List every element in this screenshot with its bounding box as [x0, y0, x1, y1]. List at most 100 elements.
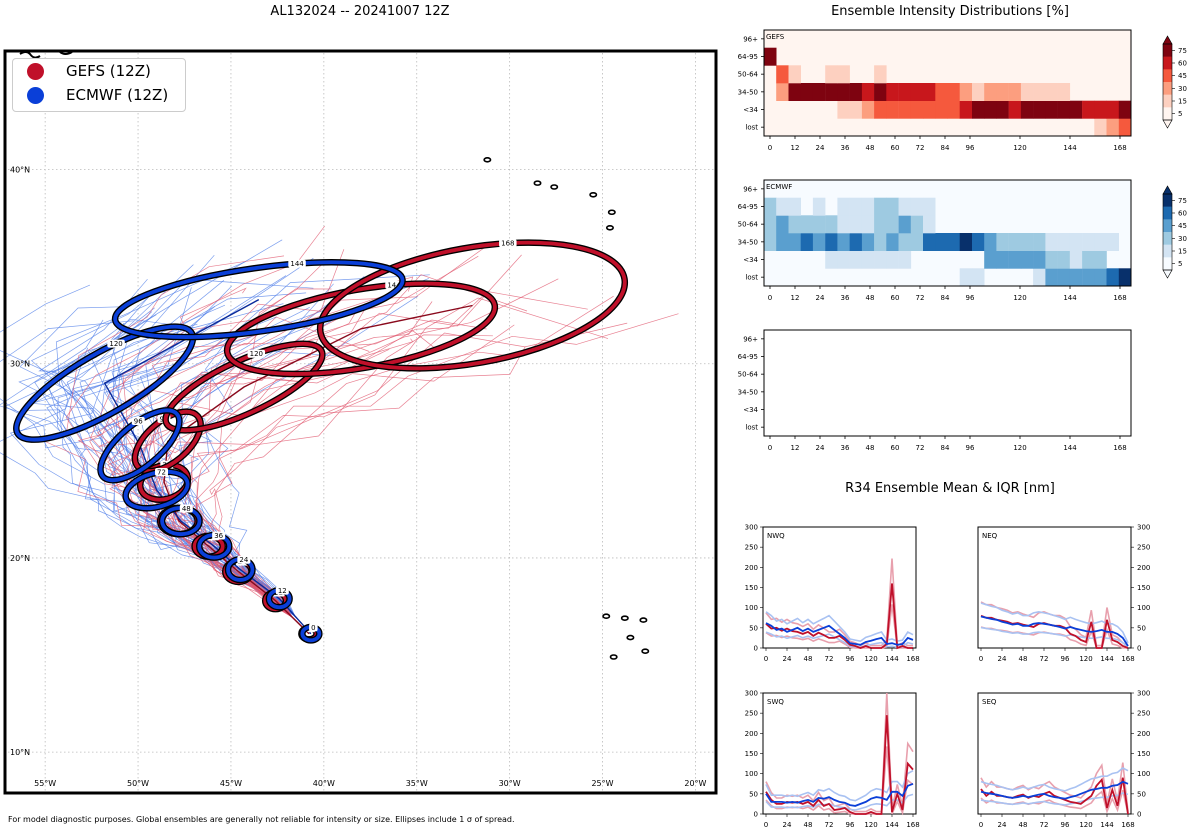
x-tick-label: 168	[906, 655, 919, 663]
x-tick-label: 72	[1040, 821, 1049, 829]
heatmap-cell	[812, 215, 826, 234]
y-tick-label: lost	[745, 274, 758, 282]
x-tick-label: 168	[1121, 821, 1134, 829]
heatmap-cell	[898, 197, 912, 216]
heatmap-cell	[861, 197, 875, 216]
diagnostic-panels: GEFS lost <34 34-50 50-64 64-95 96+ 0 12 24 36 48 60…	[738, 29, 1187, 830]
colorbar-tick-label: 15	[1178, 98, 1187, 106]
heatmap-cell	[788, 65, 801, 84]
x-tick-label: 168	[1113, 294, 1126, 302]
ecmwf-hour-label: 144	[290, 260, 304, 268]
heatmap-cell	[996, 100, 1009, 119]
heatmap-cell	[1094, 268, 1107, 287]
colorbar-segment	[1163, 69, 1172, 83]
heatmap-cell	[776, 65, 789, 84]
gefs-hour-label: 168	[501, 240, 514, 248]
y-tick-label: 64-95	[738, 203, 758, 211]
x-tick-label: 36	[841, 444, 850, 452]
x-tick-label: 0	[768, 444, 772, 452]
x-tick-label: 48	[866, 444, 875, 452]
map-title: AL132024 -- 20241007 12Z	[270, 4, 450, 19]
heatmap-cell	[1094, 118, 1107, 137]
heatmap-cell	[837, 100, 850, 119]
gefs-intensity-heatmap: GEFS lost <34 34-50 50-64 64-95 96+ 0 12 24 36 48 60…	[738, 29, 1132, 152]
heatmap-cell	[910, 233, 924, 251]
x-tick-label: 96	[1061, 655, 1070, 663]
heatmap-cell	[1033, 250, 1046, 269]
legend-item-gefs: GEFS (12Z)	[13, 59, 185, 83]
island-outline	[639, 617, 648, 623]
spread-ellipses: 0122436487296120144168012243648729612014…	[13, 239, 629, 644]
heatmap-cell	[1082, 100, 1095, 119]
x-tick-label: 84	[941, 144, 950, 152]
heatmap-cell	[898, 83, 912, 101]
heatmap-cell	[1020, 100, 1034, 119]
x-tick-label: 72	[916, 144, 925, 152]
heatmap-cell	[1033, 100, 1046, 119]
r34-neq-plot: NEQ 0 50 100 150 200 250 300 0 24 48 72 96 120 144 168	[977, 524, 1150, 663]
colorbar-segment	[1163, 194, 1172, 207]
x-tick-label: 60	[891, 144, 900, 152]
x-tick-label: 36	[841, 294, 850, 302]
gefs-hour-label: 120	[250, 350, 263, 358]
ecmwf-hour-label-bg	[107, 339, 125, 348]
colorbar-extend-top	[1162, 185, 1173, 195]
heatmap-cell	[959, 233, 973, 251]
island-outline	[609, 654, 618, 660]
heatmap-cell	[1118, 268, 1132, 287]
heatmap-cell	[984, 233, 997, 251]
heatmap-cell	[1045, 250, 1058, 269]
colorbar-tick-label: 30	[1178, 235, 1187, 243]
x-tick-label: 60	[891, 444, 900, 452]
x-tick-label: 120	[1079, 655, 1092, 663]
heatmap-cell	[837, 65, 850, 84]
heatmap-cell	[849, 250, 863, 269]
member-track	[183, 297, 609, 634]
heatmap-cell	[861, 100, 875, 119]
heatmap-cell	[1033, 83, 1046, 101]
y-tick-label: 34-50	[738, 88, 758, 96]
y-tick-label: 150	[1137, 584, 1150, 592]
r34-swq-plot: SWQ 0 50 100 150 200 250 300 0 24 48 72 96 120 144 168	[745, 690, 920, 830]
y-tick-label: 96+	[743, 185, 758, 193]
heatmap-cell	[812, 233, 826, 251]
heatmap-cell	[1082, 233, 1095, 251]
member-track	[36, 255, 310, 634]
heatmap-cell	[849, 233, 863, 251]
island-outline	[483, 157, 492, 163]
y-tick-label: <34	[743, 256, 758, 264]
member-track	[141, 274, 528, 634]
ecmwf-hour-label-bg	[288, 259, 306, 268]
gefs-hour-label-bg	[247, 349, 266, 358]
lat-tick-label: 30°N	[10, 360, 30, 369]
r34-iqr-upper	[765, 769, 914, 802]
y-tick-label: 300	[1137, 524, 1150, 532]
heatmap-cell	[959, 83, 973, 101]
colorbar-extend-top	[1162, 35, 1173, 45]
x-tick-label: 0	[979, 655, 983, 663]
heatmap-cell	[972, 233, 985, 251]
colorbar-tick-label: 75	[1178, 47, 1187, 55]
r34-nwq-plot: NWQ 0 50 100 150 200 250 300 0 24 48 72 96 120 144 168	[745, 524, 920, 664]
member-track	[209, 313, 679, 634]
x-tick-label: 0	[768, 294, 772, 302]
heatmap-cell	[923, 197, 936, 216]
heatmap-cell	[886, 100, 899, 119]
x-tick-label: 48	[866, 144, 875, 152]
y-tick-label: <34	[743, 406, 758, 414]
y-tick-label: 200	[745, 564, 758, 572]
heatmap-frame	[763, 29, 1132, 137]
x-tick-label: 120	[864, 655, 877, 663]
empty-intensity-heatmap: lost <34 34-50 50-64 64-95 96+ 0 12 24 36 48 60 72 84…	[738, 329, 1132, 452]
x-tick-label: 48	[804, 655, 813, 663]
island-outline	[533, 180, 542, 186]
heatmap-cell	[849, 215, 863, 234]
y-tick-label: 150	[745, 584, 758, 592]
heatmap-cell	[898, 233, 912, 251]
heatmap-cell	[984, 83, 997, 101]
y-tick-label: 200	[1137, 730, 1150, 738]
ecmwf-hour-label: 72	[157, 468, 166, 476]
y-tick-label: 50-64	[738, 371, 759, 379]
island-outline	[550, 184, 559, 190]
heatmap-cell	[959, 268, 973, 287]
